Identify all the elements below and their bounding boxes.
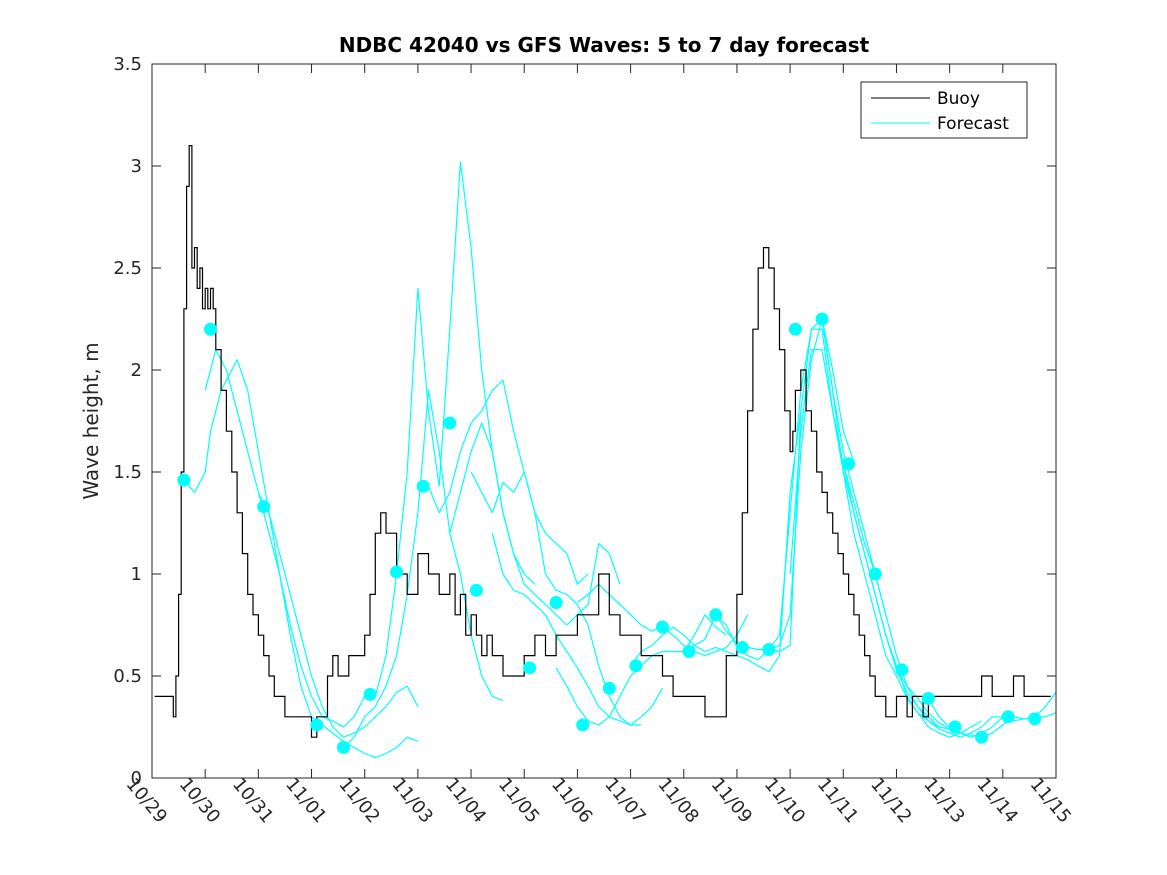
x-tick-label: 11/15 bbox=[1026, 774, 1075, 827]
legend: Buoy Forecast bbox=[860, 81, 1028, 139]
forecast-line-8 bbox=[449, 422, 621, 626]
forecast-marker bbox=[469, 583, 483, 597]
forecast-marker bbox=[735, 640, 749, 654]
plot-frame bbox=[151, 63, 1057, 779]
forecast-marker bbox=[709, 608, 723, 622]
forecast-marker bbox=[390, 565, 404, 579]
x-tick-label: 11/07 bbox=[600, 774, 649, 827]
forecast-marker bbox=[842, 457, 856, 471]
y-tick-label: 2 bbox=[131, 360, 142, 381]
forecast-line-13 bbox=[630, 410, 802, 673]
forecast-marker bbox=[895, 663, 909, 677]
forecast-line-10 bbox=[491, 533, 664, 726]
x-tick-label: 11/14 bbox=[973, 774, 1022, 827]
forecast-marker bbox=[363, 687, 377, 701]
x-tick-label: 11/09 bbox=[707, 774, 756, 827]
forecast-marker bbox=[762, 642, 776, 656]
forecast-marker bbox=[257, 500, 271, 514]
forecast-line-3 bbox=[257, 492, 419, 738]
y-tick-label: 3 bbox=[131, 156, 142, 177]
forecast-line-1 bbox=[183, 359, 313, 717]
forecast-marker bbox=[549, 596, 563, 610]
forecast-marker bbox=[336, 740, 350, 754]
x-tick-label: 11/10 bbox=[760, 774, 809, 827]
x-tick-labels: 10/29 10/30 10/31 11/01 11/02 11/03 11/04 11/05… bbox=[122, 774, 1075, 827]
forecast-marker bbox=[602, 681, 616, 695]
x-tick-label: 11/01 bbox=[281, 774, 330, 827]
x-tick-label: 10/31 bbox=[228, 774, 277, 827]
forecast-marker bbox=[948, 720, 962, 734]
x-tick-label: 11/13 bbox=[919, 774, 968, 827]
buoy-line bbox=[154, 145, 1051, 738]
forecast-marker bbox=[177, 473, 191, 487]
chart-title: NDBC 42040 vs GFS Waves: 5 to 7 day fore… bbox=[339, 33, 870, 57]
forecast-marker bbox=[523, 661, 537, 675]
forecast-marker bbox=[682, 645, 696, 659]
y-tick-label: 2.5 bbox=[113, 258, 142, 279]
legend-forecast-label: Forecast bbox=[937, 114, 1009, 134]
x-tick-label: 11/03 bbox=[388, 774, 437, 827]
forecast-marker bbox=[443, 416, 457, 430]
buoy-series-line bbox=[154, 145, 1051, 738]
forecast-line-5 bbox=[342, 389, 504, 748]
forecast-markers bbox=[177, 312, 1042, 754]
x-tick-label: 11/04 bbox=[441, 774, 490, 827]
y-tick-labels: 0 0.5 1 1.5 2 2.5 3 3.5 bbox=[113, 54, 142, 789]
x-tick-label: 11/05 bbox=[494, 774, 543, 827]
forecast-marker bbox=[1001, 710, 1015, 724]
forecast-marker bbox=[921, 691, 935, 705]
forecast-marker bbox=[1028, 712, 1042, 726]
y-axis-label: Wave height, m bbox=[79, 342, 103, 499]
x-tick-label: 11/06 bbox=[547, 774, 596, 827]
forecast-marker bbox=[203, 322, 217, 336]
legend-buoy-label: Buoy bbox=[937, 89, 980, 109]
x-tick-label: 11/12 bbox=[866, 774, 915, 827]
axis-ticks bbox=[151, 63, 1057, 779]
forecast-marker bbox=[416, 479, 430, 493]
forecast-marker bbox=[788, 322, 802, 336]
y-tick-label: 3.5 bbox=[113, 54, 142, 75]
y-tick-label: 1.5 bbox=[113, 462, 142, 483]
forecast-marker bbox=[576, 718, 590, 732]
x-tick-label: 10/30 bbox=[175, 774, 224, 827]
y-tick-label: 0.5 bbox=[113, 666, 142, 687]
x-tick-label: 10/29 bbox=[122, 774, 171, 827]
forecast-marker bbox=[975, 730, 989, 744]
y-tick-label: 1 bbox=[131, 564, 142, 585]
forecast-marker bbox=[868, 567, 882, 581]
forecast-marker bbox=[629, 659, 643, 673]
plot-area bbox=[152, 64, 1056, 778]
forecast-line-2 bbox=[204, 349, 366, 728]
x-tick-label: 11/08 bbox=[653, 774, 702, 827]
x-tick-label: 11/11 bbox=[813, 774, 862, 827]
forecast-line-4 bbox=[311, 716, 419, 759]
forecast-marker bbox=[310, 718, 324, 732]
legend-box bbox=[860, 81, 1028, 139]
forecast-line-9 bbox=[470, 471, 642, 726]
forecast-marker bbox=[815, 312, 829, 326]
x-tick-label: 11/02 bbox=[334, 774, 383, 827]
forecast-line-7 bbox=[427, 379, 589, 585]
y-tick-label: 0 bbox=[131, 768, 142, 789]
forecast-series-lines bbox=[183, 161, 1057, 759]
forecast-marker bbox=[655, 620, 669, 634]
